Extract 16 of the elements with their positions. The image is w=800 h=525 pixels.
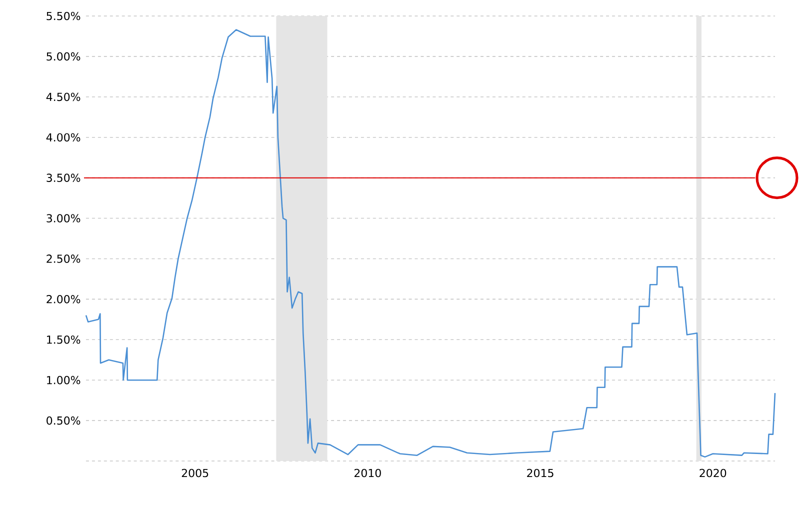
y-tick-label: 1.50% [47, 335, 80, 344]
line-series [85, 29, 776, 458]
y-tick-label: 1.00% [47, 376, 80, 384]
y-tick-label: 4.50% [46, 92, 80, 102]
x-tick-label: 2020 [700, 468, 726, 478]
y-tick-label: 4.00% [46, 133, 80, 142]
y-tick-label: 3.50% [46, 174, 80, 182]
y-tick-label: 5.00% [46, 52, 80, 61]
y-tick-label: 3.00% [46, 214, 80, 222]
y-tick-label: 5.50% [46, 12, 80, 20]
x-tick-label: 2005 [182, 468, 208, 478]
y-tick-label: 2.50% [46, 254, 80, 263]
x-tick-label: 2010 [354, 468, 381, 478]
y-tick-label: 0.50% [46, 416, 80, 425]
x-tick-label: 2015 [527, 468, 554, 478]
y-tick-label: 2.00% [46, 295, 80, 304]
